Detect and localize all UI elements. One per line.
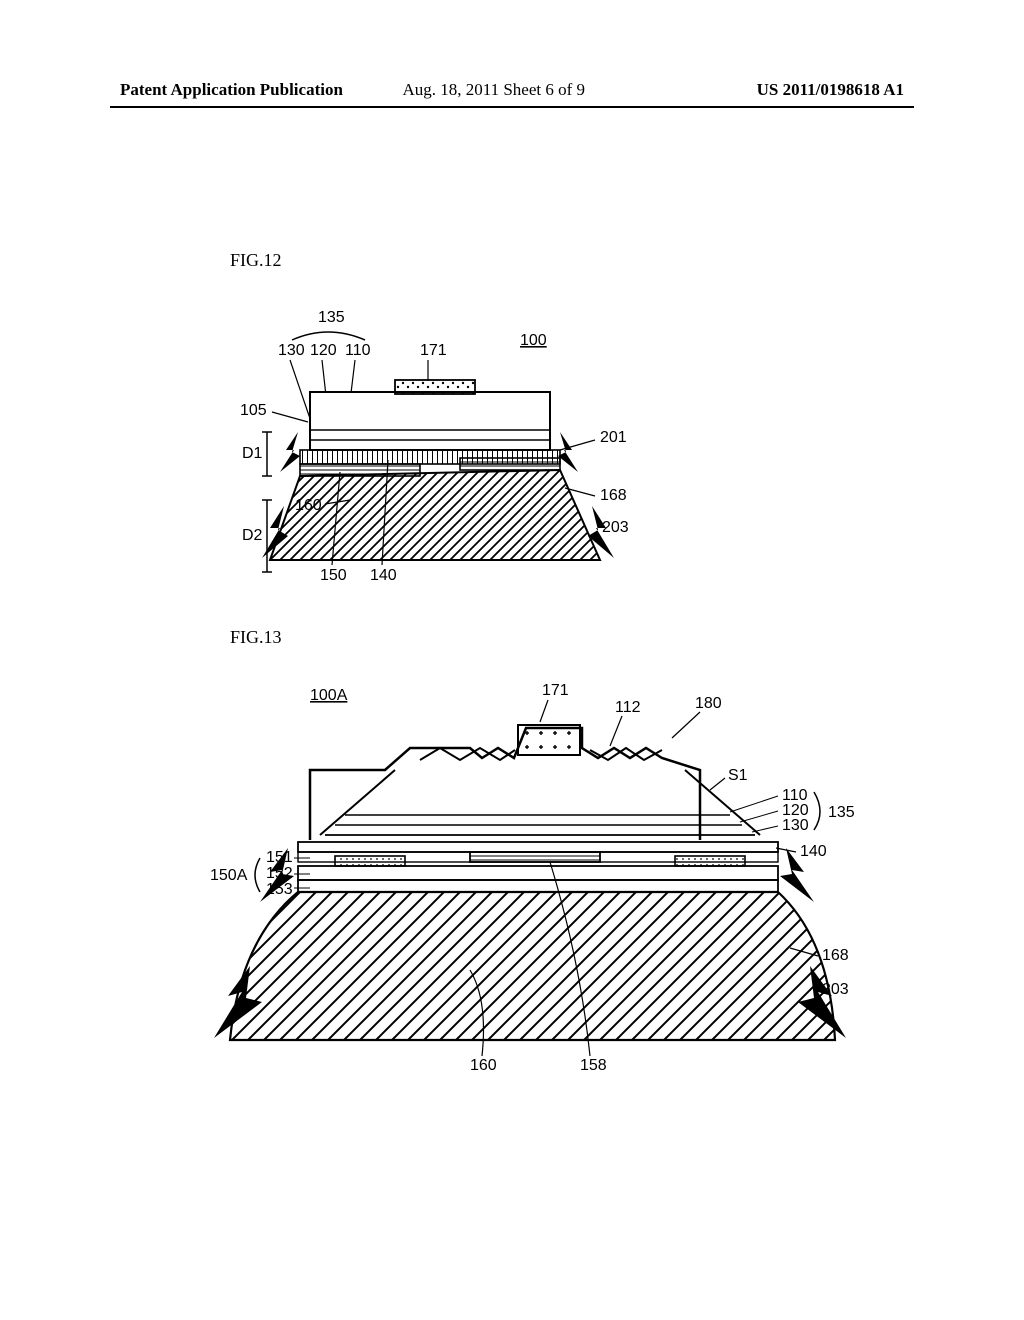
label-105: 105 [240, 402, 267, 419]
label-158: 158 [580, 1057, 607, 1074]
label-120: 120 [310, 342, 337, 359]
fig12-caption: FIG.12 [230, 250, 282, 271]
label-D1: D1 [242, 445, 263, 462]
label-100: 100 [520, 332, 547, 349]
label-201: 201 [600, 429, 627, 446]
label-100A: 100A [310, 687, 348, 704]
label-130: 130 [278, 342, 305, 359]
header-center: Aug. 18, 2011 Sheet 6 of 9 [402, 80, 585, 100]
label-150: 150 [320, 567, 347, 584]
label-140: 140 [370, 567, 397, 584]
header-right: US 2011/0198618 A1 [757, 80, 904, 100]
figure-12: 135 130 120 110 171 100 105 D1 D2 160 15… [200, 300, 720, 590]
label-135: 135 [318, 309, 345, 326]
header-rule [110, 106, 914, 108]
label-160: 160 [295, 497, 322, 514]
label-110: 110 [345, 342, 371, 359]
label-168: 168 [600, 487, 627, 504]
label-180: 180 [695, 695, 722, 712]
label-171b: 171 [542, 682, 569, 699]
label-130b: 130 [782, 817, 809, 834]
figure-13: 100A 171 112 180 S1 110 120 130 135 140 … [170, 670, 870, 1090]
label-160b: 160 [470, 1057, 497, 1074]
label-D2: D2 [242, 527, 263, 544]
label-140b: 140 [800, 843, 827, 860]
label-150A: 150A [210, 867, 248, 884]
page-header: Patent Application Publication Aug. 18, … [0, 80, 1024, 100]
header-left: Patent Application Publication [120, 80, 343, 100]
label-112: 112 [615, 699, 641, 716]
fig13-caption: FIG.13 [230, 627, 282, 648]
label-135b: 135 [828, 804, 855, 821]
label-171: 171 [420, 342, 447, 359]
label-168b: 168 [822, 947, 849, 964]
label-S1: S1 [728, 767, 748, 784]
label-203: 203 [602, 519, 629, 536]
